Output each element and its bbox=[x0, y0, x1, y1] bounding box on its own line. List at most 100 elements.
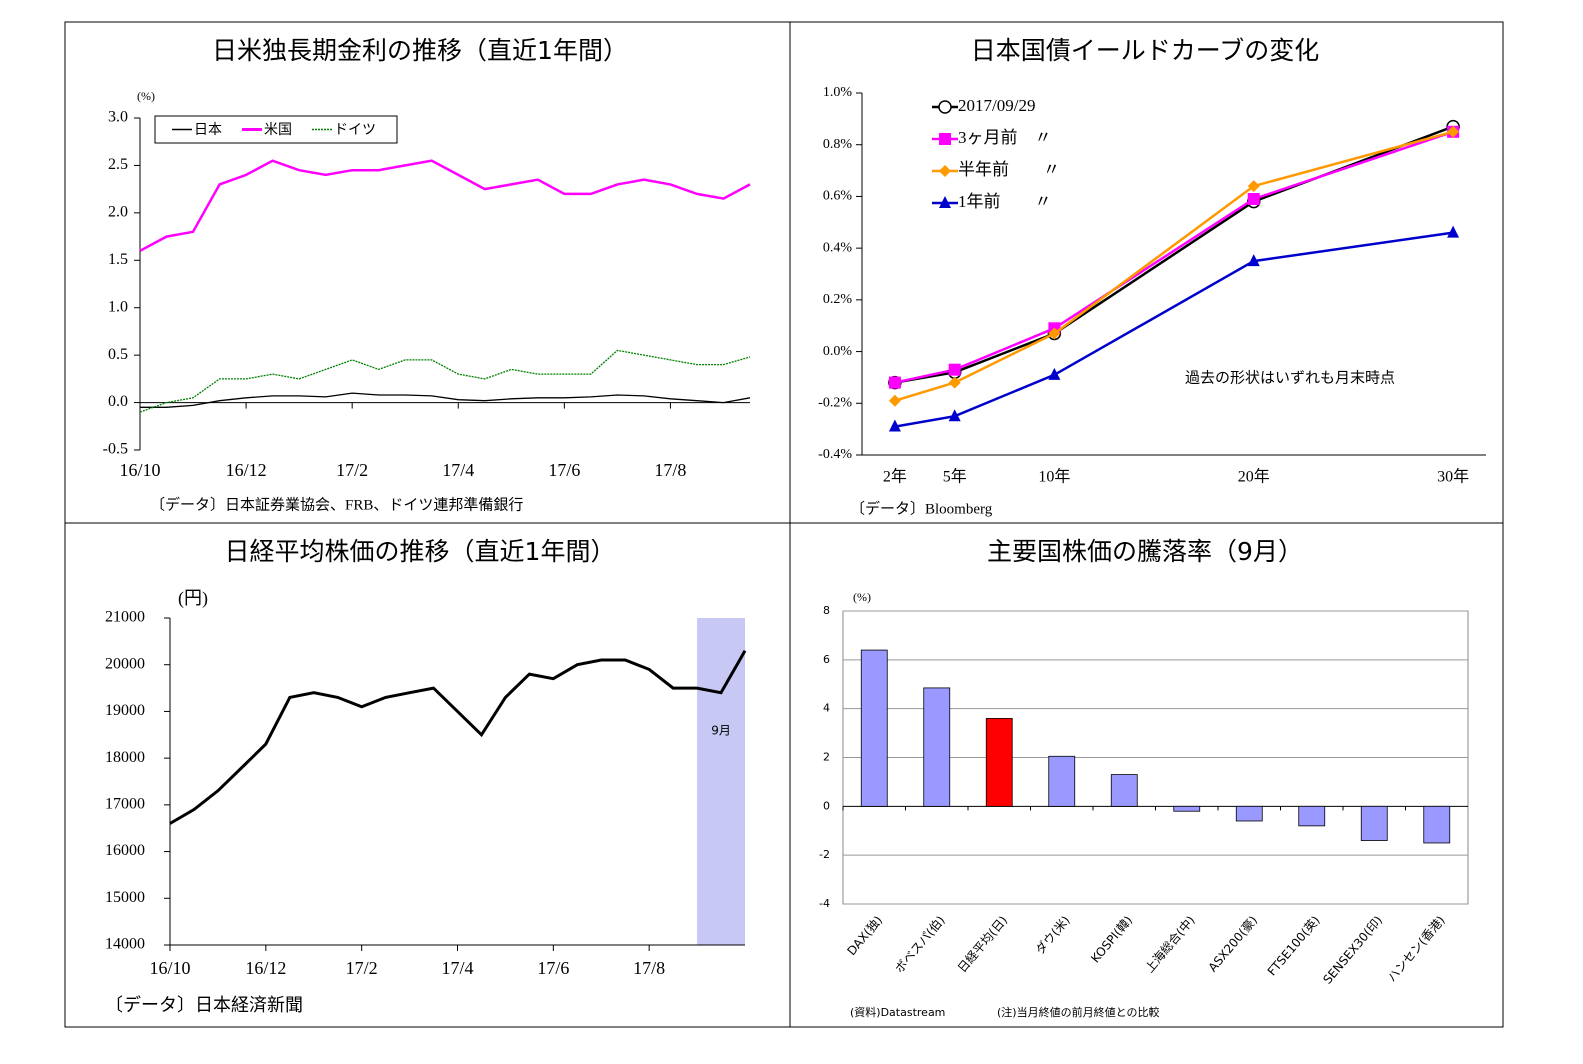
y-tick-label: 16000 bbox=[105, 842, 145, 859]
y-tick-label: 2 bbox=[823, 751, 830, 764]
series-line bbox=[169, 649, 747, 825]
x-tick-label: 2年 bbox=[883, 468, 907, 486]
y-tick-label: -4 bbox=[819, 897, 830, 910]
note: (注)当月終値の前月終値との比較 bbox=[997, 1005, 1159, 1019]
marker bbox=[888, 394, 901, 407]
bar bbox=[923, 687, 951, 807]
unit-label: (%) bbox=[137, 89, 155, 103]
marker bbox=[1048, 327, 1061, 340]
x-tick-label: 17/4 bbox=[441, 958, 473, 978]
x-tick-label: 17/6 bbox=[548, 460, 580, 480]
bar bbox=[1360, 805, 1388, 841]
marker bbox=[888, 376, 901, 389]
y-tick-label: 0.2% bbox=[823, 292, 853, 307]
x-tick-label: ASX200(豪) bbox=[1205, 913, 1260, 975]
y-tick-label: 1.5 bbox=[108, 251, 128, 268]
y-tick-label: 4 bbox=[823, 702, 830, 715]
marker bbox=[1247, 254, 1260, 267]
marker bbox=[938, 100, 952, 114]
x-tick-label: 10年 bbox=[1038, 468, 1070, 486]
y-tick-label: 3.0 bbox=[108, 109, 128, 126]
legend-box bbox=[154, 115, 398, 144]
highlight bbox=[697, 618, 745, 945]
legend-label: 半年前 〃 bbox=[958, 160, 1060, 179]
source: 〔データ〕日本証券業協会、FRB、ドイツ連邦準備銀行 bbox=[150, 495, 523, 513]
y-tick-label: 1.0% bbox=[823, 85, 853, 100]
x-tick-label: 5年 bbox=[943, 468, 967, 486]
x-tick-label: KOSPI(韓) bbox=[1088, 913, 1135, 965]
marker bbox=[1247, 180, 1260, 193]
y-tick-label: 0.6% bbox=[823, 189, 853, 204]
bar bbox=[1110, 774, 1138, 807]
y-tick-label: 20000 bbox=[105, 655, 145, 672]
unit-label: (円) bbox=[178, 588, 208, 609]
y-tick-label: 18000 bbox=[105, 749, 145, 766]
y-tick-label: 17000 bbox=[105, 796, 145, 813]
highlight-label: 9月 bbox=[711, 724, 731, 738]
note: (資料)Datastream bbox=[850, 1005, 945, 1019]
x-tick-label: 16/10 bbox=[119, 460, 160, 480]
unit-label: (%) bbox=[853, 590, 871, 604]
y-tick-label: 8 bbox=[823, 604, 830, 617]
chart-title: 日経平均株価の推移（直近1年間） bbox=[225, 537, 616, 566]
y-tick-label: -0.5 bbox=[103, 441, 128, 458]
x-tick-label: 17/2 bbox=[346, 958, 378, 978]
bar bbox=[1235, 805, 1263, 822]
legend-label: 日本 bbox=[194, 122, 222, 138]
y-tick-label: 2.0 bbox=[108, 204, 128, 221]
y-tick-label: 0.4% bbox=[823, 240, 853, 255]
marker bbox=[948, 363, 961, 376]
y-tick-label: 21000 bbox=[105, 609, 145, 626]
bar bbox=[1173, 805, 1201, 812]
y-tick-label: 0.5 bbox=[108, 346, 128, 363]
y-tick-label: 0.0% bbox=[823, 344, 853, 359]
y-tick-label: -2 bbox=[819, 848, 830, 861]
legend-label: 2017/09/29 bbox=[958, 96, 1035, 115]
bar bbox=[860, 649, 888, 807]
marker bbox=[1048, 367, 1061, 380]
marker bbox=[948, 376, 961, 389]
marker bbox=[948, 409, 961, 422]
y-tick-label: 15000 bbox=[105, 889, 145, 906]
series-line bbox=[139, 159, 751, 252]
x-tick-label: DAX(独) bbox=[844, 913, 885, 958]
x-tick-label: 上海総合(中) bbox=[1142, 913, 1198, 976]
legend-label: 3ヶ月前 〃 bbox=[958, 128, 1052, 147]
legend-label: 米国 bbox=[264, 122, 292, 138]
bar bbox=[985, 718, 1013, 807]
marker bbox=[1447, 125, 1460, 138]
marker bbox=[939, 196, 951, 208]
chart-title: 主要国株価の騰落率（9月） bbox=[987, 537, 1303, 566]
bar bbox=[1423, 805, 1451, 844]
y-tick-label: 14000 bbox=[105, 936, 145, 953]
source: 〔データ〕日本経済新聞 bbox=[105, 995, 303, 1015]
y-tick-label: 0.8% bbox=[823, 137, 853, 152]
series-line bbox=[139, 349, 751, 413]
chart-title: 日米独長期金利の推移（直近1年間） bbox=[212, 36, 628, 65]
y-tick-label: 1.0 bbox=[108, 298, 128, 315]
x-tick-label: 17/6 bbox=[537, 958, 569, 978]
x-tick-label: 16/10 bbox=[149, 958, 190, 978]
x-tick-label: 17/4 bbox=[442, 460, 474, 480]
series-line bbox=[140, 392, 751, 408]
x-tick-label: ボベスパ(伯) bbox=[891, 913, 947, 976]
legend-label: 1年前 〃 bbox=[958, 192, 1052, 211]
x-tick-label: ダウ(米) bbox=[1032, 913, 1073, 957]
y-tick-label: 2.5 bbox=[108, 156, 128, 173]
annotation: 過去の形状はいずれも月末時点 bbox=[1185, 369, 1395, 386]
marker bbox=[888, 419, 901, 432]
marker bbox=[1447, 225, 1460, 238]
y-tick-label: -0.4% bbox=[818, 447, 852, 462]
source: 〔データ〕Bloomberg bbox=[850, 499, 993, 517]
bar bbox=[1298, 805, 1326, 827]
x-tick-label: 日経平均(日) bbox=[955, 913, 1010, 975]
y-tick-label: -0.2% bbox=[818, 396, 852, 411]
y-tick-label: 19000 bbox=[105, 702, 145, 719]
x-tick-label: 17/8 bbox=[633, 958, 665, 978]
marker bbox=[939, 133, 951, 145]
y-tick-label: 0.0 bbox=[108, 393, 128, 410]
x-tick-label: FTSE100(英) bbox=[1265, 913, 1323, 978]
x-tick-label: 30年 bbox=[1437, 468, 1469, 486]
legend-label: ドイツ bbox=[334, 122, 376, 138]
frame bbox=[64, 21, 1504, 1028]
